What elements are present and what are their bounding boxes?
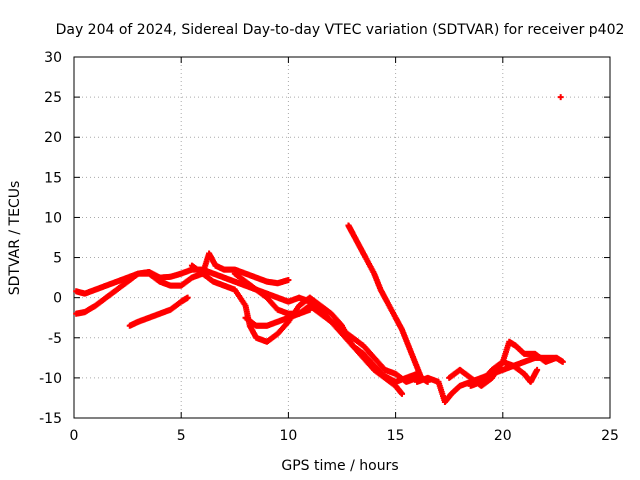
- data-point: [399, 390, 406, 397]
- y-axis-title: SDTVAR / TECUs: [7, 181, 23, 296]
- data-point: [557, 94, 564, 101]
- data-point: [534, 366, 541, 373]
- y-tick-label: 5: [53, 251, 62, 267]
- data-point: [285, 277, 292, 284]
- data-point: [559, 358, 566, 365]
- series-track-j: [467, 358, 541, 389]
- y-tick-label: 20: [44, 130, 62, 146]
- y-tick-label: -5: [48, 331, 62, 347]
- x-axis-title: GPS time / hours: [281, 458, 398, 474]
- plot-frame: [73, 56, 611, 419]
- y-tick-label: 30: [44, 50, 62, 66]
- grid-lines: [74, 57, 610, 418]
- axis-ticks: 0 5 10 15 20 25 -15 -10 -5 0 5 10 15 20 25 30: [39, 50, 619, 444]
- x-tick-label: 0: [70, 428, 79, 444]
- x-tick-label: 10: [279, 428, 297, 444]
- x-tick-label: 15: [387, 428, 405, 444]
- data-point: [553, 354, 560, 361]
- x-tick-label: 20: [494, 428, 512, 444]
- data-point: [306, 306, 313, 313]
- data-point: [184, 294, 191, 301]
- series-track-c: [126, 294, 191, 329]
- y-tick-label: -15: [39, 411, 62, 427]
- y-tick-label: -10: [39, 371, 62, 387]
- chart-title: Day 204 of 2024, Sidereal Day-to-day VTE…: [56, 22, 625, 38]
- series-track-e: [231, 270, 421, 385]
- series-track-b: [73, 250, 292, 297]
- x-tick-label: 25: [601, 428, 619, 444]
- x-tick-label: 5: [177, 428, 186, 444]
- y-tick-label: 15: [44, 170, 62, 186]
- series-outlier: [557, 94, 564, 101]
- data-points: [73, 94, 566, 405]
- y-tick-label: 10: [44, 210, 62, 226]
- y-tick-label: 25: [44, 90, 62, 106]
- y-tick-label: 0: [53, 291, 62, 307]
- series-track-f: [242, 306, 313, 329]
